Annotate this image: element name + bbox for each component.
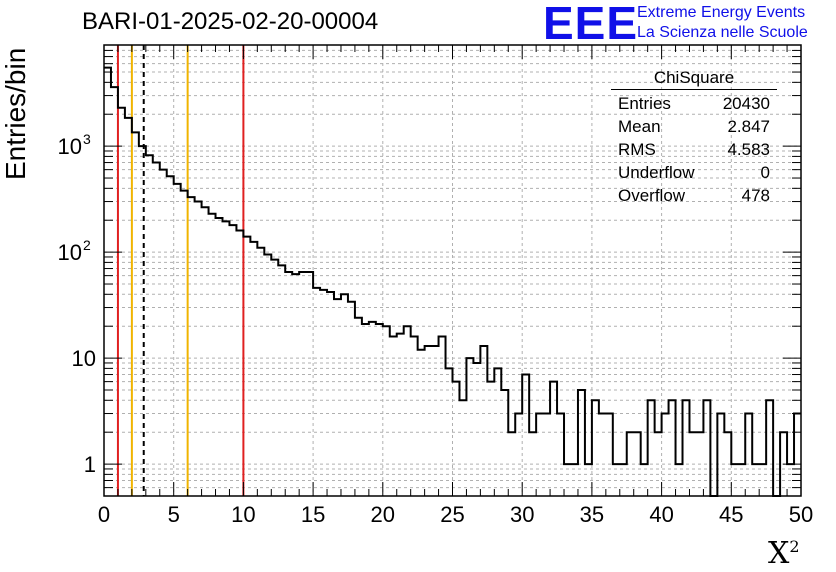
stats-value: 0 <box>760 163 770 182</box>
x-tick-label: 30 <box>510 502 534 527</box>
reference-lines <box>116 45 245 496</box>
x-tick-label: 15 <box>301 502 325 527</box>
eee-logo-line1: Extreme Energy Events <box>637 4 806 21</box>
x-tick-label: 25 <box>440 502 464 527</box>
histogram-series <box>104 66 801 497</box>
stats-title: ChiSquare <box>611 68 777 90</box>
x-axis-label-base: X <box>768 536 790 571</box>
x-tick-label: 40 <box>649 502 673 527</box>
y-axis-label: Entries/bin <box>0 47 31 180</box>
x-tick-label: 5 <box>168 502 180 527</box>
eee-logo-mark: EEE <box>543 0 639 49</box>
axis-ticks <box>103 44 802 497</box>
stats-row: Mean 2.847 <box>611 115 777 138</box>
chart-title: BARI-01-2025-02-20-00004 <box>82 8 379 35</box>
x-tick-label: 20 <box>371 502 395 527</box>
stats-box: ChiSquare Entries 20430 Mean 2.847 RMS 4.58… <box>611 68 777 207</box>
y-tick-label-sup: 2 <box>83 237 91 253</box>
stats-row: Overflow 478 <box>611 184 777 207</box>
stats-row: RMS 4.583 <box>611 138 777 161</box>
x-tick-label: 50 <box>789 502 813 527</box>
x-axis-label-sup: 2 <box>789 537 800 556</box>
stats-value: 20430 <box>722 94 770 113</box>
x-axis-label: X2 <box>768 536 800 571</box>
y-tick-label: 10 <box>72 346 96 371</box>
grid-lines <box>104 44 801 497</box>
x-tick-label: 10 <box>231 502 255 527</box>
x-tick-label: 35 <box>580 502 604 527</box>
eee-logo-line2: La Scienza nelle Scuole <box>637 24 808 41</box>
stats-row: Entries 20430 <box>611 92 777 115</box>
y-tick-label: 10 <box>58 240 82 265</box>
stats-label: Underflow <box>618 163 695 182</box>
stats-label: Overflow <box>618 186 686 205</box>
y-tick-label-sup: 3 <box>83 131 91 147</box>
stats-label: Entries <box>618 94 671 113</box>
stats-value: 4.583 <box>727 140 770 159</box>
y-tick-label: 1 <box>84 452 96 477</box>
stats-value: 478 <box>741 186 770 205</box>
x-tick-label: 45 <box>719 502 743 527</box>
stats-value: 2.847 <box>727 117 770 136</box>
x-tick-label: 0 <box>98 502 110 527</box>
stats-label: RMS <box>618 140 656 159</box>
stats-label: Mean <box>618 117 661 136</box>
y-tick-label: 10 <box>58 134 82 159</box>
stats-row: Underflow 0 <box>611 161 777 184</box>
